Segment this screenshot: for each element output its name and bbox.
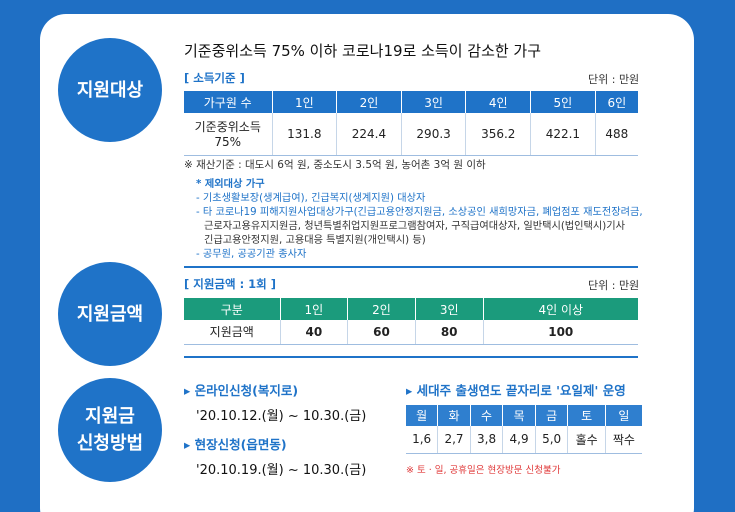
table-cell: 5,0 bbox=[535, 426, 569, 454]
day-header: 금 bbox=[535, 405, 569, 426]
target-headline: 기준중위소득 75% 이하 코로나19로 소득이 감소한 가구 bbox=[184, 42, 542, 60]
column-header: 4인 이상 bbox=[483, 298, 638, 320]
income-criteria-tag: [ 소득기준 ] bbox=[184, 71, 245, 85]
day-header: 화 bbox=[437, 405, 471, 426]
exclusion-title: * 제외대상 가구 bbox=[196, 179, 265, 190]
table-cell: 3,8 bbox=[470, 426, 504, 454]
onsite-apply-title: ▸ 현장신청(읍면동) bbox=[184, 437, 287, 452]
weekend-note: ※ 토 · 일, 공휴일은 현장방문 신청불가 bbox=[406, 465, 561, 476]
column-header: 4인 bbox=[465, 91, 532, 113]
row-label: 지원금액 bbox=[184, 320, 281, 345]
table-cell: 2,7 bbox=[437, 426, 471, 454]
table-cell: 60 bbox=[347, 320, 416, 345]
column-header: 3인 bbox=[415, 298, 484, 320]
table-cell: 356.2 bbox=[465, 113, 532, 156]
unit-label: 단위 : 만원 bbox=[588, 73, 640, 86]
table-cell: 100 bbox=[483, 320, 638, 345]
amount-tag: [ 지원금액 : 1회 ] bbox=[184, 277, 277, 291]
weekday-table: 월 화 수 목 금 토 일 1,6 2,7 3,8 4,9 5,0 홀수 짝수 bbox=[406, 405, 642, 454]
column-header: 2인 bbox=[336, 91, 402, 113]
online-apply-title: ▸ 온라인신청(복지로) bbox=[184, 383, 299, 398]
column-header: 2인 bbox=[347, 298, 416, 320]
table-cell: 홀수 bbox=[567, 426, 606, 454]
column-header: 3인 bbox=[401, 91, 467, 113]
table-row: 지원금액 40 60 80 100 bbox=[184, 320, 638, 345]
day-header: 일 bbox=[605, 405, 642, 426]
divider bbox=[184, 266, 638, 268]
table-row: 기준중위소득 75% 131.8 224.4 290.3 356.2 422.1 … bbox=[184, 113, 638, 156]
exclusion-list: * 제외대상 가구 - 기초생활보장(생계급여), 긴급복지(생계지원) 대상자… bbox=[196, 178, 646, 262]
asset-note: ※ 재산기준 : 대도시 6억 원, 중소도시 3.5억 원, 농어촌 3억 원… bbox=[184, 159, 486, 171]
amount-table: 구분 1인 2인 3인 4인 이상 지원금액 40 60 80 100 bbox=[184, 298, 638, 345]
section-badge-amount: 지원금액 bbox=[58, 262, 162, 366]
income-table: 가구원 수 1인 2인 3인 4인 5인 6인 기준중위소득 75% 131.8 … bbox=[184, 91, 638, 156]
table-row: 1,6 2,7 3,8 4,9 5,0 홀수 짝수 bbox=[406, 426, 642, 454]
amount-table-header: 구분 1인 2인 3인 4인 이상 bbox=[184, 298, 638, 320]
table-cell: 짝수 bbox=[605, 426, 642, 454]
exclusion-item: - 공무원, 공공기관 종사자 bbox=[196, 249, 307, 260]
schedule-title: ▸ 세대주 출생연도 끝자리로 '요일제' 운영 bbox=[406, 383, 626, 398]
day-header: 목 bbox=[502, 405, 536, 426]
table-cell: 290.3 bbox=[401, 113, 467, 156]
table-cell: 4,9 bbox=[502, 426, 536, 454]
weekday-header: 월 화 수 목 금 토 일 bbox=[406, 405, 642, 426]
divider bbox=[184, 356, 638, 358]
section-badge-apply: 지원금 신청방법 bbox=[58, 378, 162, 482]
column-header: 5인 bbox=[530, 91, 596, 113]
table-cell: 80 bbox=[415, 320, 484, 345]
table-cell: 1,6 bbox=[406, 426, 439, 454]
table-cell: 131.8 bbox=[272, 113, 338, 156]
onsite-apply-date: '20.10.19.(월) ~ 10.30.(금) bbox=[196, 463, 367, 478]
exclusion-item: 긴급고용안정지원, 고용대응 특별지원(개인택시) 등) bbox=[204, 235, 426, 246]
exclusion-item: - 기초생활보장(생계급여), 긴급복지(생계지원) 대상자 bbox=[196, 193, 426, 204]
row-label: 기준중위소득 75% bbox=[184, 113, 273, 156]
column-header: 구분 bbox=[184, 298, 281, 320]
table-cell: 422.1 bbox=[530, 113, 596, 156]
unit-label: 단위 : 만원 bbox=[588, 279, 640, 292]
column-header: 6인 bbox=[595, 91, 638, 113]
day-header: 토 bbox=[567, 405, 606, 426]
column-header: 1인 bbox=[272, 91, 338, 113]
day-header: 수 bbox=[470, 405, 504, 426]
exclusion-item: 근로자고용유지지원금, 청년특별취업지원프로그램참여자, 구직급여대상자, 일반… bbox=[204, 221, 626, 232]
day-header: 월 bbox=[406, 405, 439, 426]
table-cell: 488 bbox=[595, 113, 638, 156]
online-apply-date: '20.10.12.(월) ~ 10.30.(금) bbox=[196, 409, 367, 424]
section-badge-target: 지원대상 bbox=[58, 38, 162, 142]
table-cell: 40 bbox=[280, 320, 349, 345]
table-cell: 224.4 bbox=[336, 113, 402, 156]
exclusion-item: - 타 코로나19 피해지원사업대상가구(긴급고용안정지원금, 소상공인 새희망… bbox=[196, 207, 643, 218]
column-header: 1인 bbox=[280, 298, 349, 320]
income-table-header: 가구원 수 1인 2인 3인 4인 5인 6인 bbox=[184, 91, 638, 113]
column-header: 가구원 수 bbox=[184, 91, 273, 113]
